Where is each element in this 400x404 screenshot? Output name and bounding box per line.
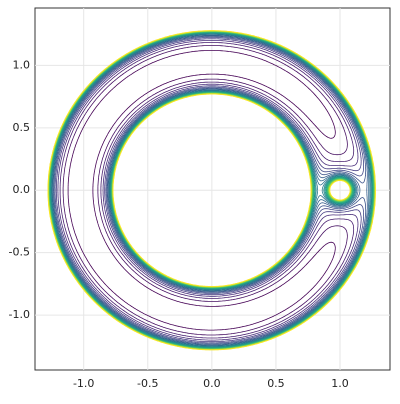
contour-line <box>57 40 359 341</box>
contour-line <box>55 38 362 343</box>
contour-line <box>51 34 371 347</box>
contour-line <box>67 50 336 331</box>
plot-area <box>34 7 391 371</box>
contour-line <box>62 45 348 336</box>
y-tick-label: 1.0 <box>13 58 31 71</box>
x-tick-label: -1.0 <box>73 377 94 390</box>
x-tick-label: 0.0 <box>203 377 221 390</box>
y-tick-label: -1.0 <box>9 308 30 321</box>
y-tick-label: 0.5 <box>13 121 31 134</box>
y-tick-label: -0.5 <box>9 246 30 259</box>
x-tick-label: 1.0 <box>331 377 349 390</box>
x-tick-label: -0.5 <box>137 377 158 390</box>
contour-line <box>52 35 368 346</box>
contour-line <box>52 34 370 346</box>
contour-line <box>47 30 376 351</box>
x-tick-label: 0.5 <box>267 377 285 390</box>
y-tick-label: 0.0 <box>13 183 31 196</box>
contour-line <box>53 36 367 345</box>
contour-line <box>59 42 355 339</box>
contour-line <box>54 37 364 344</box>
contour-line <box>50 33 372 347</box>
